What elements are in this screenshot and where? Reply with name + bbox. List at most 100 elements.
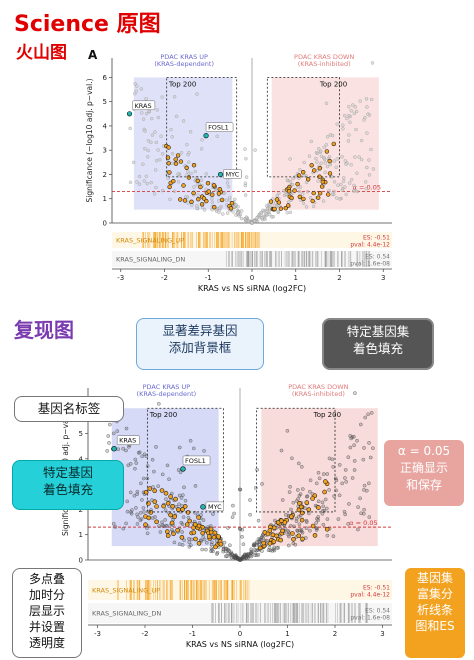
point bbox=[142, 510, 146, 514]
point bbox=[183, 498, 188, 503]
point bbox=[291, 541, 296, 546]
point bbox=[169, 528, 174, 532]
point bbox=[279, 448, 284, 453]
highlight-point bbox=[171, 179, 176, 184]
point bbox=[141, 506, 146, 510]
x-tick-label: -3 bbox=[94, 630, 101, 638]
highlight-point bbox=[229, 201, 235, 206]
highlight-point bbox=[176, 507, 181, 512]
highlight-point bbox=[316, 195, 321, 200]
point bbox=[271, 214, 275, 219]
point bbox=[340, 188, 345, 192]
point bbox=[367, 481, 371, 486]
point bbox=[140, 111, 144, 115]
callout-key-gene-fill: 特定基因 着色填充 bbox=[12, 460, 124, 510]
point bbox=[368, 455, 373, 460]
point bbox=[341, 123, 345, 128]
point bbox=[337, 463, 342, 467]
point bbox=[168, 197, 172, 202]
point bbox=[301, 201, 306, 206]
point bbox=[334, 165, 338, 170]
point bbox=[324, 101, 329, 106]
point bbox=[180, 530, 184, 534]
point bbox=[367, 173, 372, 177]
point bbox=[195, 206, 199, 211]
point bbox=[161, 524, 166, 529]
point bbox=[349, 162, 353, 167]
highlight-point bbox=[317, 191, 323, 196]
point bbox=[287, 490, 292, 494]
point bbox=[352, 111, 356, 116]
point bbox=[145, 181, 149, 186]
highlight-point bbox=[167, 184, 172, 190]
point bbox=[293, 542, 298, 547]
point bbox=[267, 545, 272, 550]
up-region-title: PDAC KRAS UP bbox=[160, 53, 208, 61]
point bbox=[188, 438, 193, 443]
point bbox=[291, 176, 295, 181]
highlight-point bbox=[165, 533, 171, 539]
y-tick-label: 1 bbox=[103, 195, 107, 203]
panel-letter: A bbox=[88, 48, 98, 62]
highlight-point bbox=[192, 522, 198, 527]
point bbox=[135, 84, 139, 88]
point bbox=[315, 517, 319, 521]
point bbox=[358, 422, 363, 427]
highlight-point bbox=[205, 181, 211, 186]
point bbox=[111, 431, 116, 436]
highlight-point bbox=[189, 199, 194, 205]
highlight-point bbox=[175, 153, 181, 158]
point bbox=[152, 469, 156, 474]
highlight-point bbox=[181, 183, 186, 188]
point bbox=[158, 157, 162, 162]
highlight-point bbox=[297, 500, 302, 506]
highlight-point bbox=[212, 205, 217, 210]
point bbox=[346, 139, 351, 143]
highlight-point bbox=[228, 206, 234, 211]
point bbox=[288, 210, 293, 215]
point bbox=[124, 521, 128, 526]
highlight-point bbox=[279, 518, 284, 524]
point bbox=[356, 527, 360, 532]
x-tick-label: 0 bbox=[250, 274, 254, 282]
callout-alpha: α = 0.05 正确显示 和保存 bbox=[384, 440, 464, 506]
highlight-point bbox=[180, 507, 185, 512]
highlight-point bbox=[283, 206, 288, 211]
highlight-point bbox=[147, 486, 153, 491]
point bbox=[202, 208, 207, 212]
x-tick-label: -3 bbox=[117, 274, 124, 282]
point bbox=[367, 113, 372, 117]
point bbox=[314, 521, 319, 525]
point bbox=[316, 499, 321, 504]
point bbox=[172, 189, 177, 194]
point bbox=[135, 492, 139, 497]
point bbox=[343, 113, 347, 118]
point bbox=[314, 528, 319, 532]
point bbox=[135, 512, 139, 517]
point bbox=[367, 158, 371, 162]
point bbox=[177, 542, 182, 547]
point bbox=[362, 488, 366, 492]
point bbox=[353, 391, 357, 395]
x-tick-label: 2 bbox=[333, 630, 337, 638]
point bbox=[124, 448, 128, 453]
point bbox=[347, 113, 351, 118]
highlight-point bbox=[199, 202, 205, 207]
point bbox=[196, 193, 200, 197]
point bbox=[144, 174, 149, 179]
point bbox=[340, 155, 344, 159]
point bbox=[177, 493, 182, 498]
point bbox=[135, 180, 139, 184]
gene-label-box bbox=[205, 122, 234, 132]
point bbox=[180, 522, 185, 527]
enrichment-name: KRAS_SIGNALING_DN bbox=[92, 610, 161, 618]
point bbox=[343, 468, 348, 472]
point bbox=[327, 488, 331, 492]
point bbox=[150, 133, 155, 137]
point bbox=[135, 489, 140, 494]
point bbox=[116, 447, 121, 452]
point bbox=[363, 115, 367, 120]
x-tick-label: 2 bbox=[337, 274, 341, 282]
point bbox=[353, 155, 357, 159]
point bbox=[154, 445, 158, 449]
